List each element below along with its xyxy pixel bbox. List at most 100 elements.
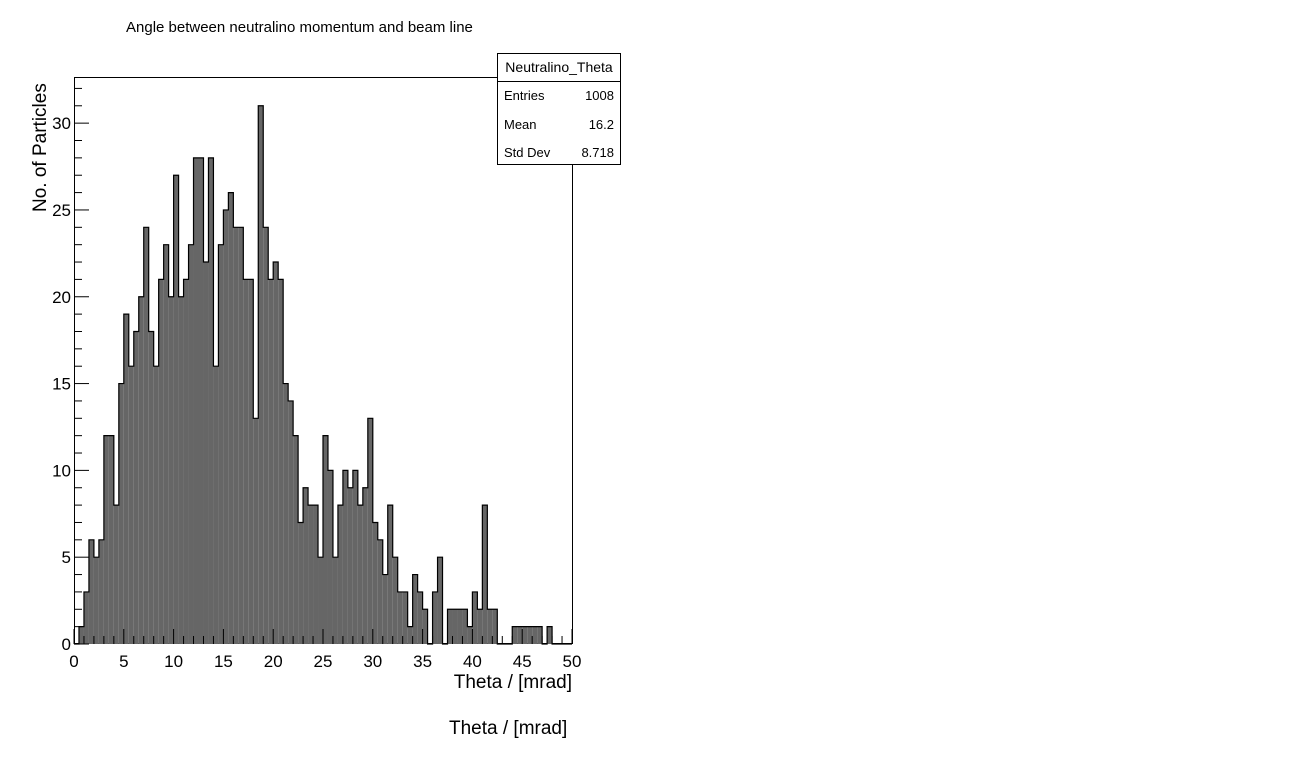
histogram-bin xyxy=(357,505,363,644)
x-tick-label: 0 xyxy=(69,652,78,671)
y-tick-label: 10 xyxy=(52,461,71,480)
y-tick-label: 20 xyxy=(52,288,71,307)
x-tick-label: 50 xyxy=(563,652,582,671)
histogram-bin xyxy=(422,609,428,644)
histogram-bin xyxy=(512,626,518,644)
histogram-bin xyxy=(223,209,229,644)
stats-row-entries: Entries 1008 xyxy=(498,82,620,111)
histogram-outline xyxy=(74,105,572,645)
histogram-bin xyxy=(432,591,438,644)
histogram-bin xyxy=(278,279,284,644)
histogram-bin xyxy=(342,470,348,644)
x-tick-label: 5 xyxy=(119,652,128,671)
histogram-bin xyxy=(308,505,314,644)
histogram-bin xyxy=(108,435,114,644)
x-tick-label: 15 xyxy=(214,652,233,671)
histogram-bin xyxy=(233,227,239,645)
histogram-bin xyxy=(347,487,353,644)
histogram-bin xyxy=(487,609,493,644)
histogram-bin xyxy=(253,418,259,644)
histogram-bin xyxy=(372,522,378,644)
stats-value: 8.718 xyxy=(581,145,614,160)
histogram-bin xyxy=(417,591,423,644)
histogram-bin xyxy=(517,626,523,644)
y-tick-label: 25 xyxy=(52,201,71,220)
histogram-bin xyxy=(467,626,473,644)
histogram-bin xyxy=(288,400,294,644)
histogram-bin xyxy=(387,505,393,644)
histogram-bin xyxy=(332,557,338,644)
histogram-bin xyxy=(128,366,134,644)
histogram-bin xyxy=(323,435,328,644)
stats-value: 1008 xyxy=(585,88,614,103)
histogram-bin xyxy=(83,591,89,644)
histogram-bin xyxy=(113,505,119,644)
histogram-bin xyxy=(452,609,458,644)
x-tick-label: 10 xyxy=(164,652,183,671)
histogram-bin xyxy=(273,262,279,644)
histogram-bin xyxy=(168,296,174,644)
histogram-bin xyxy=(268,279,274,644)
histogram-bin xyxy=(337,505,343,644)
histogram-bin xyxy=(163,244,169,644)
stats-label: Entries xyxy=(504,88,545,103)
histogram-bin xyxy=(522,626,528,644)
histogram-bin xyxy=(173,175,179,644)
histogram-bin xyxy=(362,487,368,644)
y-axis-label: No. of Particles xyxy=(30,83,51,212)
histogram-bin xyxy=(412,574,418,644)
histogram-bin xyxy=(188,244,194,644)
x-tick-label: 30 xyxy=(363,652,382,671)
histogram-bin xyxy=(392,557,398,644)
bottom-axis-caption: Theta / [mrad] xyxy=(449,718,568,739)
histogram-bin xyxy=(318,557,323,644)
histogram-bin xyxy=(397,591,403,644)
histogram-bin xyxy=(472,591,478,644)
histogram-bin xyxy=(93,557,99,644)
histogram-bin xyxy=(228,192,234,644)
x-axis-label: Theta / [mrad] xyxy=(454,672,572,693)
histogram-step-line xyxy=(74,105,572,645)
stats-label: Mean xyxy=(504,116,537,132)
histogram-bin xyxy=(213,366,219,644)
histogram-bin xyxy=(457,609,463,644)
histogram-bin xyxy=(193,157,199,644)
histogram-bin xyxy=(477,609,483,644)
y-axis: 0 5 10 15 20 25 30 xyxy=(52,87,89,654)
histogram-bin xyxy=(248,279,254,644)
histogram-bin xyxy=(283,383,289,644)
histogram-bin xyxy=(148,331,154,644)
histogram-bin xyxy=(183,279,189,644)
histogram-bin xyxy=(532,626,538,644)
stats-box: Neutralino_Theta Entries 1008 Mean 16.2 … xyxy=(497,53,621,165)
histogram-bin xyxy=(78,626,84,644)
stats-label: Std Dev xyxy=(504,145,551,160)
histogram-bin xyxy=(377,539,383,644)
x-tick-label: 40 xyxy=(463,652,482,671)
chart-title: Angle between neutralino momentum and be… xyxy=(126,19,473,36)
histogram-bars xyxy=(78,105,553,645)
stats-box-title: Neutralino_Theta xyxy=(498,54,620,82)
histogram-bin xyxy=(327,470,333,644)
histogram-bin xyxy=(527,626,533,644)
histogram-bin xyxy=(352,470,358,644)
histogram-bin xyxy=(313,505,319,644)
stats-value: 16.2 xyxy=(588,116,614,132)
histogram-bin xyxy=(462,609,468,644)
histogram-bin xyxy=(133,331,139,644)
histogram-bin xyxy=(447,609,453,644)
histogram-bin xyxy=(203,262,209,644)
histogram-bin xyxy=(382,574,388,644)
y-tick-label: 5 xyxy=(62,548,71,567)
histogram-bin xyxy=(178,296,184,644)
histogram-bin xyxy=(238,227,244,645)
histogram-bin xyxy=(537,626,543,644)
histogram-bin xyxy=(118,383,124,644)
histogram-bin xyxy=(482,505,488,644)
histogram-bin xyxy=(293,435,299,644)
histogram-bin xyxy=(407,626,413,644)
x-tick-label: 25 xyxy=(314,652,333,671)
histogram-bin xyxy=(263,227,269,645)
histogram-bin xyxy=(98,539,104,644)
